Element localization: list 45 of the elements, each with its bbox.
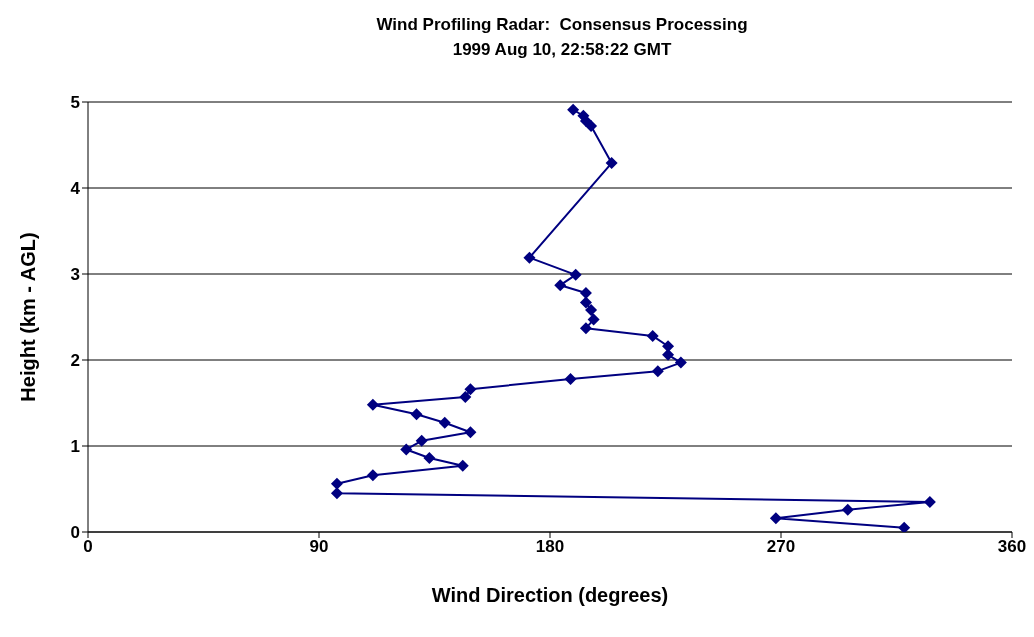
y-tick-label: 1 (70, 437, 80, 457)
point (400, 443, 413, 456)
y-tick-label: 4 (70, 179, 81, 199)
x-axis-title: Wind Direction (degrees) (431, 584, 669, 606)
y-tick-label: 5 (70, 93, 80, 113)
point (410, 408, 423, 421)
point (585, 304, 598, 317)
point (438, 416, 451, 429)
point (330, 487, 343, 500)
point (423, 452, 436, 465)
y-tick-label: 2 (70, 351, 80, 371)
point (564, 372, 577, 385)
point (841, 503, 854, 516)
y-tick-label: 3 (70, 265, 80, 285)
point (567, 103, 580, 116)
point (523, 251, 536, 264)
point (464, 383, 477, 396)
point (646, 329, 659, 342)
point (366, 398, 379, 411)
y-tick-label: 0 (70, 523, 80, 543)
point (554, 279, 567, 292)
point (674, 356, 687, 369)
point (415, 434, 428, 447)
point (651, 365, 664, 378)
point (579, 286, 592, 299)
x-tick-label: 90 (309, 537, 329, 557)
point (464, 426, 477, 439)
y-axis-title: Height (km - AGL) (17, 232, 40, 402)
point (587, 313, 600, 326)
chart-title: Wind Profiling Radar: Consensus Processing (375, 14, 749, 36)
point (585, 120, 598, 133)
point (579, 296, 592, 309)
x-tick-label: 180 (535, 537, 565, 557)
point (366, 469, 379, 482)
x-tick-label: 360 (997, 537, 1027, 557)
point (769, 512, 782, 525)
point (898, 521, 911, 532)
point (459, 390, 472, 403)
point (579, 322, 592, 335)
x-tick-label: 0 (83, 537, 93, 557)
chart-subtitle: 1999 Aug 10, 22:58:22 GMT (451, 39, 673, 61)
point (569, 268, 582, 281)
point (330, 477, 343, 490)
x-tick-label: 270 (766, 537, 796, 557)
point (605, 157, 618, 170)
